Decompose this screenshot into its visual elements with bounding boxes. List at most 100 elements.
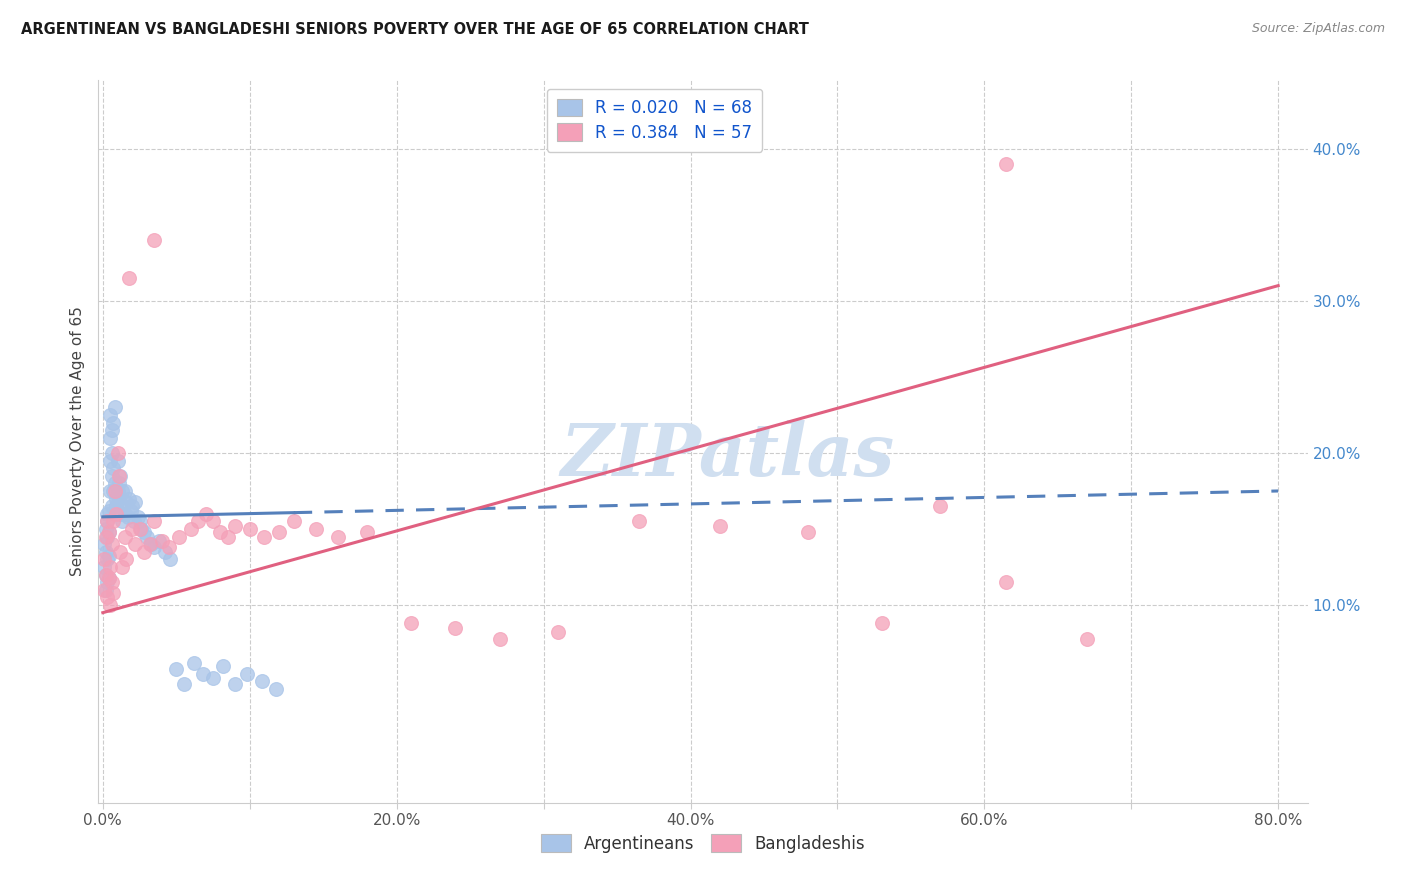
Point [98,598,121,612]
Point [98,408,121,422]
Point [112,499,135,513]
Text: ZIPatlas: ZIPatlas [560,420,894,491]
Point [101,483,124,498]
Point [180,522,202,536]
Point [110,507,132,521]
Point [118,271,141,285]
Point [165,662,187,676]
Point [93,537,115,551]
Point [269,524,291,539]
Point [124,494,146,508]
Point [995,157,1018,171]
Point [121,522,143,536]
Point [283,515,305,529]
Point [122,515,145,529]
Point [97,571,120,585]
Point [101,515,124,529]
Point [97,549,120,564]
Point [107,446,129,460]
Point [209,524,232,539]
Point [236,666,259,681]
Point [547,625,569,640]
Point [250,674,273,689]
Point [444,621,467,635]
Point [132,545,155,559]
Point [115,552,138,566]
Point [153,545,176,559]
Point [108,491,131,506]
Point [191,666,214,681]
Point [114,507,136,521]
Point [100,423,122,437]
Point [96,515,118,529]
Point [100,537,122,551]
Point [94,567,117,582]
Point [167,530,190,544]
Point [127,509,149,524]
Point [143,233,166,247]
Point [121,499,143,513]
Point [115,494,138,508]
Point [105,491,128,506]
Point [98,453,121,467]
Point [101,586,124,600]
Text: ARGENTINEAN VS BANGLADESHI SENIORS POVERTY OVER THE AGE OF 65 CORRELATION CHART: ARGENTINEAN VS BANGLADESHI SENIORS POVER… [21,22,808,37]
Point [96,515,118,529]
Point [111,483,134,498]
Point [108,476,131,491]
Point [128,515,150,529]
Point [107,453,129,467]
Point [93,552,115,566]
Point [103,483,125,498]
Point [100,575,122,590]
Point [98,560,121,574]
Point [101,416,124,430]
Point [709,519,731,533]
Point [94,530,117,544]
Point [94,522,117,536]
Point [111,560,134,574]
Text: Source: ZipAtlas.com: Source: ZipAtlas.com [1251,22,1385,36]
Point [93,582,115,597]
Point [797,524,820,539]
Point [108,468,131,483]
Point [356,524,378,539]
Point [107,483,129,498]
Point [224,519,246,533]
Point [94,545,117,559]
Point [110,545,132,559]
Point [100,499,122,513]
Point [143,515,166,529]
Point [124,537,146,551]
Point [628,515,651,529]
Point [96,507,118,521]
Point [202,515,225,529]
Point [96,575,118,590]
Point [98,431,121,445]
Point [148,534,170,549]
Point [105,507,128,521]
Point [97,504,120,518]
Point [94,567,117,582]
Point [93,560,115,574]
Point [96,552,118,566]
Point [96,530,118,544]
Point [141,537,163,551]
Point [488,632,510,646]
Point [120,504,142,518]
Point [94,582,117,597]
Point [103,476,125,491]
Point [117,509,139,524]
Point [305,522,328,536]
Point [105,499,128,513]
Point [114,530,136,544]
Point [870,616,893,631]
Point [1076,632,1098,646]
Point [187,515,209,529]
Point [173,677,195,691]
Point [194,507,217,521]
Point [110,468,132,483]
Point [264,681,287,696]
Point [114,483,136,498]
Point [224,677,246,691]
